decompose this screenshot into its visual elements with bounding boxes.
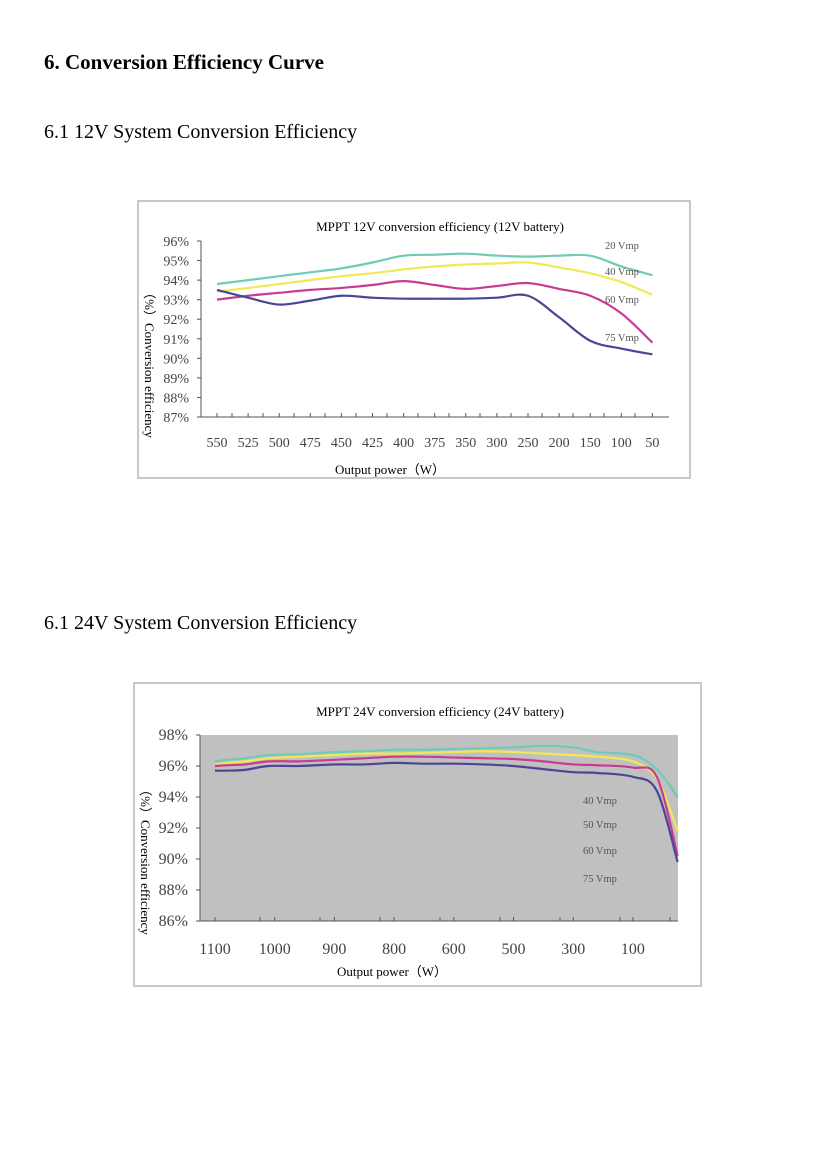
- c24-x-tick-label: 500: [502, 941, 526, 958]
- c12-y-tick-label: 90%: [163, 352, 189, 367]
- c24-series-75-vmp: [214, 761, 679, 863]
- c24-series-50-vmp: [214, 750, 679, 832]
- c12-y-tick-label: 92%: [163, 313, 189, 328]
- c12-x-tick-label: 450: [331, 436, 352, 451]
- c24-x-tick-label: 100: [621, 941, 645, 958]
- c12-x-tick-label: 375: [424, 436, 445, 451]
- c24-y-tick-label: 96%: [159, 758, 188, 775]
- c12-x-tick-label: 300: [486, 436, 507, 451]
- c12-y-tick-label: 93%: [163, 294, 189, 309]
- c12-x-tick-label: 50: [645, 436, 659, 451]
- c24-x-tick-label: 1000: [259, 941, 291, 958]
- c24-x-tick-label: 900: [322, 941, 346, 958]
- c24-series-40-vmp: [214, 744, 679, 798]
- chart-12v: MPPT 12V conversion efficiency (12V batt…: [137, 200, 691, 479]
- c12-y-tick-label: 87%: [163, 411, 189, 426]
- chart-12v-svg: MPPT 12V conversion efficiency (12V batt…: [142, 219, 669, 477]
- c12-x-tick-label: 525: [238, 436, 259, 451]
- c12-legend-40-vmp: 40 Vmp: [605, 267, 639, 278]
- c12-x-tick-label: 425: [362, 436, 383, 451]
- c12-x-tick-label: 250: [518, 436, 539, 451]
- c12-x-tick-label: 150: [580, 436, 601, 451]
- c12-y-tick-label: 94%: [163, 274, 189, 289]
- c12-x-tick-label: 350: [455, 436, 476, 451]
- c12-y-tick-label: 88%: [163, 391, 189, 406]
- c24-legend-40-vmp: 40 Vmp: [583, 796, 617, 807]
- c24-x-tick-label: 300: [561, 941, 585, 958]
- c12-y-tick-label: 89%: [163, 372, 189, 387]
- c24-legend-60-vmp: 60 Vmp: [583, 846, 617, 857]
- c12-y-tick-label: 95%: [163, 255, 189, 270]
- c12-legend-20-vmp: 20 Vmp: [605, 241, 639, 252]
- c24-y-tick-label: 98%: [159, 727, 188, 744]
- chart-24v-svg: MPPT 24V conversion efficiency (24V batt…: [138, 704, 679, 979]
- c24-legend-75-vmp: 75 Vmp: [583, 874, 617, 885]
- c12-y-tick-label: 91%: [163, 333, 189, 348]
- c12-legend-60-vmp: 60 Vmp: [605, 295, 639, 306]
- c24-y-tick-label: 86%: [159, 913, 188, 930]
- c12-x-tick-label: 100: [611, 436, 632, 451]
- c12-series-40-vmp: [216, 261, 653, 296]
- c12-series-75-vmp: [216, 288, 653, 356]
- c24-series-60-vmp: [214, 755, 679, 857]
- c12-x-tick-label: 400: [393, 436, 414, 451]
- chart-12v-title: MPPT 12V conversion efficiency (12V batt…: [316, 219, 564, 234]
- c12-x-tick-label: 475: [300, 436, 321, 451]
- section-title: 6. Conversion Efficiency Curve: [44, 50, 324, 74]
- c24-y-tick-label: 90%: [159, 851, 188, 868]
- c12-x-tick-label: 500: [269, 436, 290, 451]
- c12-series-20-vmp: [216, 252, 653, 286]
- subsection-12v-title: 6.1 12V System Conversion Efficiency: [44, 121, 358, 143]
- c24-legend-50-vmp: 50 Vmp: [583, 820, 617, 831]
- c12-series-60-vmp: [216, 279, 654, 344]
- c24-y-tick-label: 92%: [159, 820, 188, 837]
- c12-legend-75-vmp: 75 Vmp: [605, 333, 639, 344]
- chart-24v: MPPT 24V conversion efficiency (24V batt…: [133, 682, 702, 987]
- chart-24v-ylabel: （%）Conversion efficiency: [138, 783, 153, 935]
- subsection-24v-title: 6.1 24V System Conversion Efficiency: [44, 612, 358, 634]
- chart-12v-xlabel: Output power（W）: [335, 462, 445, 477]
- chart-24v-xlabel: Output power（W）: [337, 964, 447, 979]
- c24-y-tick-label: 94%: [159, 789, 188, 806]
- c12-x-tick-label: 200: [549, 436, 570, 451]
- c24-x-tick-label: 1100: [199, 941, 230, 958]
- c24-x-tick-label: 600: [442, 941, 466, 958]
- chart-24v-title: MPPT 24V conversion efficiency (24V batt…: [316, 704, 564, 719]
- c24-y-tick-label: 88%: [159, 882, 188, 899]
- chart-12v-ylabel: （%）Conversion efficiency: [142, 286, 157, 438]
- c24-x-tick-label: 800: [382, 941, 406, 958]
- c12-x-tick-label: 550: [207, 436, 228, 451]
- c12-y-tick-label: 96%: [163, 235, 189, 250]
